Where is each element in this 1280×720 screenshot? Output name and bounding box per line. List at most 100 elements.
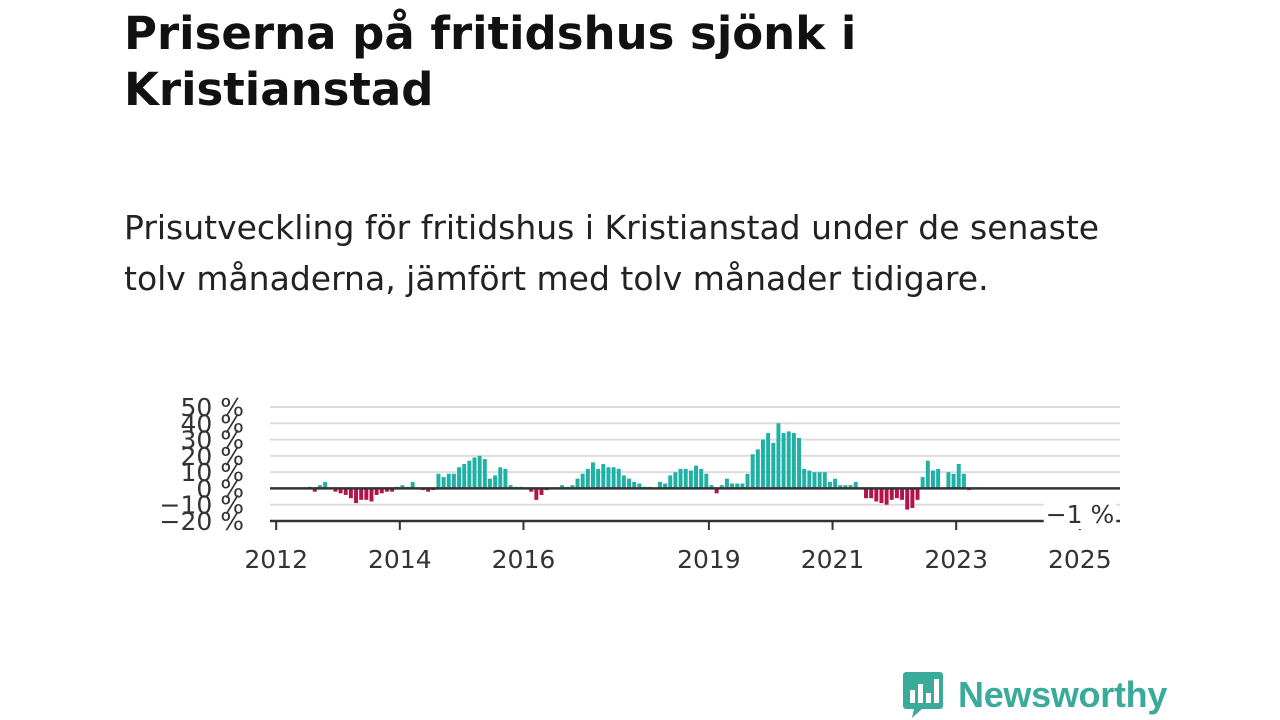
- bar: [312, 488, 317, 492]
- bar: [673, 472, 678, 489]
- bar: [848, 485, 853, 489]
- bar: [930, 470, 935, 489]
- bar: [457, 467, 462, 489]
- y-axis-labels: −20 %−10 %0 %10 %20 %30 %40 %50 %: [160, 393, 244, 536]
- bar: [508, 485, 513, 489]
- bar: [827, 481, 832, 489]
- bar: [451, 473, 456, 489]
- bar: [570, 485, 575, 489]
- bar: [889, 488, 894, 500]
- bar: [657, 481, 662, 489]
- bar: [379, 488, 384, 494]
- bar: [750, 454, 755, 489]
- bar: [900, 488, 905, 500]
- bar: [616, 468, 621, 489]
- bar: [802, 468, 807, 489]
- bar: [359, 488, 364, 500]
- bar: [699, 468, 704, 489]
- bar: [591, 462, 595, 489]
- bar: [487, 478, 492, 489]
- last-value-annotation: −1 %: [1043, 500, 1117, 529]
- bar: [817, 472, 822, 489]
- bar: [678, 468, 683, 489]
- bar: [503, 468, 508, 489]
- bar: [869, 488, 874, 499]
- bar: [745, 473, 750, 489]
- bar: [343, 488, 348, 495]
- bar: [807, 470, 812, 489]
- bar: [317, 485, 322, 489]
- x-tick-label: 2012: [244, 545, 308, 574]
- bar: [766, 433, 771, 489]
- bar: [915, 488, 920, 500]
- bar: [791, 433, 796, 489]
- bar: [477, 455, 482, 489]
- bar: [781, 433, 786, 489]
- bar: [714, 488, 719, 494]
- bar: [333, 488, 338, 492]
- bar: [621, 475, 626, 489]
- bar: [905, 488, 910, 510]
- x-tick-label: 2021: [801, 545, 865, 574]
- bar: [606, 467, 611, 489]
- annotation-background: [1043, 500, 1117, 529]
- bar: [776, 423, 781, 489]
- bar: [936, 468, 941, 489]
- bar: [833, 478, 838, 489]
- bar: [575, 478, 580, 489]
- bar: [364, 488, 369, 500]
- bar: [601, 464, 606, 489]
- bar: [384, 488, 389, 492]
- bar: [436, 473, 441, 489]
- bar: [580, 473, 585, 489]
- bar: [611, 467, 616, 489]
- bar: [539, 488, 544, 495]
- bar: [354, 488, 359, 504]
- bar: [884, 488, 889, 505]
- x-tick-label: 2025: [1048, 545, 1112, 574]
- bar: [797, 437, 802, 489]
- bar: [410, 481, 415, 489]
- bar: [719, 485, 724, 489]
- bar: [786, 431, 791, 489]
- chart-subtitle: Prisutveckling för fritidshus i Kristian…: [124, 208, 1100, 298]
- bar: [910, 488, 915, 508]
- bar: [730, 483, 735, 489]
- bar: [462, 464, 467, 489]
- bar: [838, 485, 843, 489]
- bar: [822, 472, 827, 489]
- bar: [879, 488, 884, 504]
- bar: [740, 483, 745, 489]
- y-tick-label: 50 %: [180, 393, 244, 422]
- chart-title: Priserna på fritidshus sjönk i Kristians…: [124, 7, 857, 116]
- bar: [482, 459, 487, 489]
- y-tick-label: 40 %: [180, 409, 244, 438]
- newsworthy-logo: Newsworthy: [902, 670, 1167, 720]
- x-tick-label: 2016: [492, 545, 556, 574]
- y-tick-label: 20 %: [180, 442, 244, 471]
- bar: [771, 442, 776, 489]
- bar: [946, 472, 951, 489]
- y-tick-label: 10 %: [180, 458, 244, 487]
- bar: [894, 488, 899, 499]
- bar: [632, 481, 637, 489]
- y-tick-label: −10 %: [160, 491, 244, 520]
- bar: [446, 473, 451, 489]
- bar: [498, 467, 503, 489]
- bar: [663, 483, 668, 489]
- bar: [426, 488, 431, 492]
- bar: [683, 468, 688, 489]
- bar: [874, 488, 879, 502]
- bar: [467, 460, 472, 489]
- bar: [596, 468, 601, 489]
- bar: [755, 449, 760, 489]
- bar: [534, 488, 539, 500]
- bar: [925, 460, 930, 489]
- bar: [323, 481, 328, 489]
- y-tick-label: 0 %: [196, 474, 244, 503]
- bar: [585, 468, 590, 489]
- bar: [348, 488, 353, 499]
- bar: [627, 478, 632, 489]
- bar: [390, 488, 395, 492]
- bar: [400, 485, 405, 489]
